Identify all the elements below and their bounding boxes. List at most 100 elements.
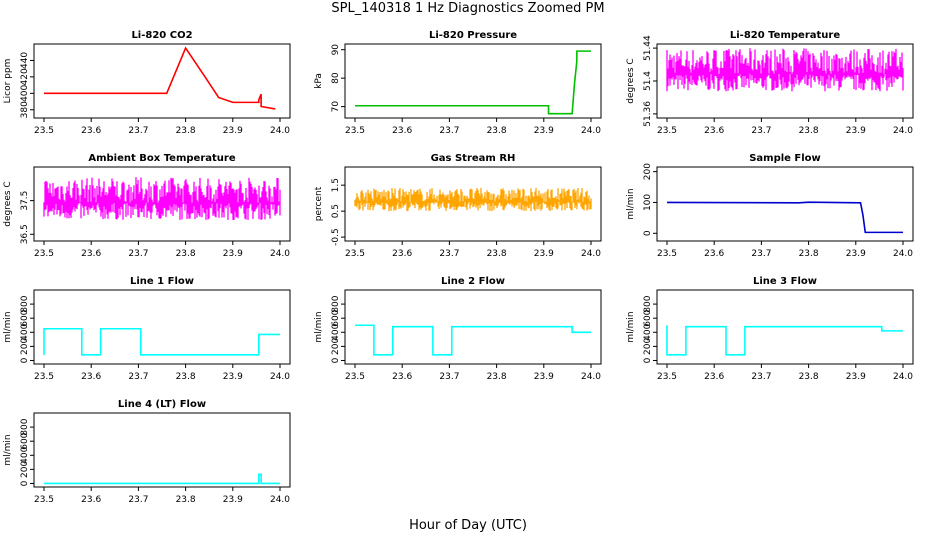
- x-tick-label: 23.5: [657, 249, 677, 259]
- plot-title: Li-820 Temperature: [730, 30, 840, 41]
- x-tick-label: 23.5: [345, 249, 365, 259]
- x-tick-label: 23.6: [704, 126, 724, 136]
- y-axis-label: ml/min: [626, 311, 636, 342]
- plot-frame: [656, 166, 914, 242]
- series-line: [666, 325, 903, 356]
- plot-title: Gas Stream RH: [431, 153, 516, 164]
- series-line: [666, 201, 903, 234]
- plot-frame: [344, 166, 602, 242]
- y-tick-label: 200: [331, 338, 341, 355]
- y-tick-label: 400: [20, 84, 30, 101]
- plot-frame: [33, 289, 291, 365]
- y-tick-label: 51.4: [643, 71, 653, 91]
- x-tick-label: 23.8: [799, 372, 819, 382]
- x-tick-label: 23.7: [128, 372, 148, 382]
- x-tick-label: 23.7: [439, 249, 459, 259]
- y-tick-label: 1.5: [331, 178, 341, 192]
- x-tick-label: 23.8: [176, 372, 196, 382]
- x-tick-label: 24.0: [581, 126, 601, 136]
- x-tick-label: 23.6: [81, 249, 101, 259]
- x-tick-label: 24.0: [581, 372, 601, 382]
- x-tick-label: 23.7: [751, 372, 771, 382]
- x-tick-label: 23.5: [34, 495, 54, 505]
- x-tick-label: 24.0: [893, 372, 913, 382]
- x-tick-label: 23.9: [534, 249, 554, 259]
- y-tick-label: 0: [20, 357, 30, 363]
- plot-title: Line 3 Flow: [753, 276, 817, 287]
- x-tick-label: 23.5: [657, 126, 677, 136]
- series-line: [44, 473, 280, 485]
- y-tick-label: 400: [20, 323, 30, 340]
- x-tick-label: 23.8: [176, 126, 196, 136]
- x-tick-label: 23.6: [392, 126, 412, 136]
- plot-title: Sample Flow: [749, 153, 821, 164]
- x-tick-label: 23.8: [799, 249, 819, 259]
- plot-frame: [656, 289, 914, 365]
- plot-title: Ambient Box Temperature: [88, 153, 235, 164]
- x-tick-label: 23.7: [439, 372, 459, 382]
- y-axis-label: ml/min: [626, 188, 636, 219]
- x-tick-label: 23.6: [81, 126, 101, 136]
- y-tick-label: 51.36: [643, 101, 653, 127]
- y-tick-label: 37.5: [20, 191, 30, 211]
- x-tick-label: 23.7: [751, 249, 771, 259]
- y-tick-label: 600: [643, 309, 653, 326]
- x-tick-label: 23.8: [176, 495, 196, 505]
- y-tick-label: 420: [20, 68, 30, 85]
- y-axis-label: kPa: [314, 73, 324, 89]
- y-axis-label: ml/min: [3, 311, 13, 342]
- plot-frame: [33, 43, 291, 119]
- x-tick-label: 23.8: [487, 249, 507, 259]
- y-tick-label: 51.44: [643, 35, 653, 61]
- plot-frame: [33, 166, 291, 242]
- x-tick-label: 23.7: [751, 126, 771, 136]
- series-line: [44, 46, 276, 110]
- series-line: [43, 177, 281, 220]
- y-axis-label: percent: [314, 186, 324, 221]
- y-tick-label: 200: [20, 461, 30, 478]
- series-line: [354, 187, 592, 212]
- x-tick-label: 23.6: [704, 372, 724, 382]
- plot-title: Li-820 CO2: [131, 30, 192, 41]
- x-tick-label: 23.8: [799, 126, 819, 136]
- y-tick-label: 0: [643, 357, 653, 363]
- x-tick-label: 24.0: [270, 372, 290, 382]
- x-tick-label: 23.6: [392, 372, 412, 382]
- y-axis-label: ml/min: [314, 311, 324, 342]
- plot-title: Line 1 Flow: [130, 276, 194, 287]
- series-line: [355, 324, 591, 356]
- y-tick-label: 400: [20, 446, 30, 463]
- y-tick-label: 36.5: [20, 224, 30, 244]
- x-tick-label: 23.8: [487, 126, 507, 136]
- page-title: SPL_140318 1 Hz Diagnostics Zoomed PM: [331, 1, 605, 16]
- x-tick-label: 23.9: [534, 372, 554, 382]
- y-tick-label: 800: [331, 295, 341, 312]
- x-tick-label: 23.5: [345, 126, 365, 136]
- y-tick-label: 440: [20, 52, 30, 69]
- y-tick-label: 0: [331, 357, 341, 363]
- x-tick-label: 23.7: [128, 495, 148, 505]
- x-axis-label: Hour of Day (UTC): [409, 518, 527, 533]
- y-tick-label: 200: [20, 338, 30, 355]
- y-tick-label: 100: [643, 194, 653, 211]
- series-line: [43, 327, 280, 356]
- plot-title: Li-820 Pressure: [429, 30, 517, 41]
- x-tick-label: 23.6: [81, 495, 101, 505]
- y-axis-label: degrees C: [3, 181, 13, 226]
- x-tick-label: 23.9: [534, 126, 554, 136]
- y-tick-label: 90: [331, 44, 341, 56]
- y-tick-label: 600: [331, 309, 341, 326]
- y-tick-label: 0: [643, 230, 653, 236]
- x-tick-label: 24.0: [270, 249, 290, 259]
- x-tick-label: 23.6: [81, 372, 101, 382]
- x-tick-label: 23.9: [223, 126, 243, 136]
- y-tick-label: 400: [331, 323, 341, 340]
- x-tick-label: 23.8: [176, 249, 196, 259]
- x-tick-label: 24.0: [581, 249, 601, 259]
- y-tick-label: 80: [331, 72, 341, 84]
- y-tick-label: 800: [643, 295, 653, 312]
- y-axis-label: ml/min: [3, 434, 13, 465]
- x-tick-label: 24.0: [893, 249, 913, 259]
- x-tick-label: 23.5: [345, 372, 365, 382]
